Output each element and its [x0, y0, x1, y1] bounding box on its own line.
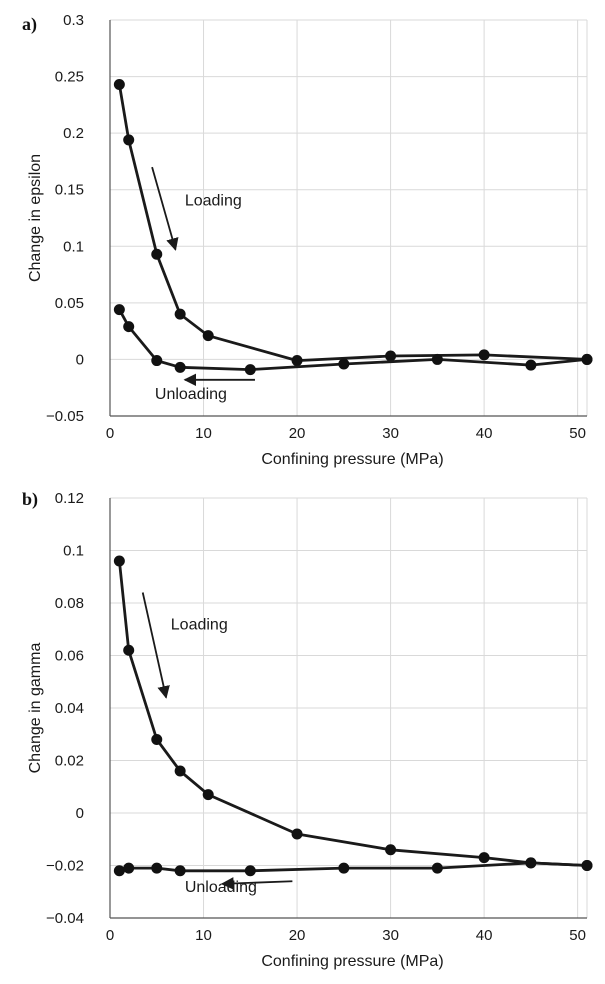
unloading-data-point: [338, 862, 350, 874]
y-tick-label: 0: [76, 805, 84, 822]
unloading-data-point: [123, 862, 135, 874]
loading-data-point: [385, 350, 397, 362]
unloading-data-point: [338, 358, 350, 370]
y-tick-label: −0.04: [46, 910, 84, 927]
y-tick-label: 0.04: [55, 700, 84, 717]
x-tick-label: 30: [382, 425, 399, 442]
loading-data-point: [113, 555, 125, 567]
loading-data-point: [174, 765, 186, 777]
x-axis-label: Confining pressure (MPa): [261, 451, 443, 468]
panel-label: b): [22, 489, 38, 510]
unloading-data-point: [581, 860, 593, 871]
loading-data-point: [202, 789, 214, 801]
unloading-data-point: [581, 353, 593, 365]
unloading-data-point: [244, 865, 256, 877]
unloading-data-point: [174, 361, 186, 373]
chart-panel-a: 0 10 20 30 40 50 −0.05 0 0.05 0.1 0.15 0.2 0.25 0.3 Co…: [22, 12, 593, 468]
x-tick-label: 40: [476, 425, 493, 442]
unloading-data-point: [244, 364, 256, 376]
y-axis-label: Change in gamma: [27, 643, 44, 774]
x-axis-label: Confining pressure (MPa): [261, 953, 443, 970]
loading-data-point: [151, 248, 163, 260]
unloading-data-point: [113, 865, 125, 877]
loading-data-point: [123, 134, 135, 146]
y-tick-label: 0.08: [55, 595, 84, 612]
unloading-data-point: [431, 353, 443, 365]
x-tick-label: 50: [569, 927, 586, 944]
unloading-data-point: [525, 359, 537, 371]
unloading-data-point: [123, 321, 135, 333]
unloading-annotation: Unloading: [185, 879, 257, 896]
loading-data-point: [174, 308, 186, 320]
unloading-data-point: [431, 862, 443, 874]
chart-panel-b: 0 10 20 30 40 50 −0.04 −0.02 0 0.02 0.04 0.06 0.08 0.…: [22, 489, 593, 970]
y-tick-label: 0.25: [55, 69, 84, 86]
y-tick-label: 0.12: [55, 490, 84, 507]
y-tick-label: 0.2: [63, 125, 84, 142]
unloading-data-point: [151, 355, 163, 367]
loading-data-point: [478, 349, 490, 361]
y-tick-label: 0.1: [63, 543, 84, 560]
x-tick-label: 0: [106, 425, 114, 442]
x-tick-label: 50: [569, 425, 586, 442]
x-tick-label: 0: [106, 927, 114, 944]
loading-annotation: Loading: [171, 616, 228, 633]
loading-data-point: [291, 355, 303, 367]
loading-series-line: [118, 84, 588, 363]
loading-arrow: [141, 592, 170, 699]
unloading-annotation: Unloading: [155, 386, 227, 403]
x-tick-label: 10: [195, 927, 212, 944]
x-tick-label: 30: [382, 927, 399, 944]
y-tick-label: −0.02: [46, 858, 84, 875]
x-tick-label: 40: [476, 927, 493, 944]
loading-data-point: [151, 734, 163, 745]
loading-annotation: Loading: [185, 193, 242, 210]
y-tick-label: 0: [76, 351, 84, 368]
y-axis-label: Change in epsilon: [27, 154, 44, 282]
unloading-series-line: [118, 308, 588, 372]
loading-arrow: [151, 166, 179, 251]
y-tick-label: 0.05: [55, 295, 84, 312]
unloading-series-line: [119, 861, 588, 873]
unloading-arrow: [220, 877, 293, 890]
x-tick-label: 10: [195, 425, 212, 442]
y-tick-label: 0.3: [63, 12, 84, 29]
x-tick-label: 20: [289, 927, 306, 944]
unloading-data-point: [151, 862, 163, 874]
y-tick-label: 0.06: [55, 648, 84, 665]
loading-data-point: [113, 78, 125, 90]
unloading-data-point: [174, 865, 186, 877]
loading-data-point: [478, 852, 490, 864]
loading-data-point: [123, 644, 135, 656]
loading-data-point: [202, 330, 214, 342]
unloading-data-point: [525, 857, 537, 869]
loading-data-point: [385, 844, 397, 856]
y-tick-label: 0.15: [55, 182, 84, 199]
loading-series-line: [118, 560, 588, 867]
y-tick-label: 0.1: [63, 238, 84, 255]
y-tick-label: 0.02: [55, 753, 84, 770]
x-tick-label: 20: [289, 425, 306, 442]
y-tick-label: −0.05: [46, 408, 84, 425]
loading-data-point: [291, 828, 303, 840]
unloading-data-point: [113, 304, 125, 316]
panel-label: a): [22, 14, 37, 35]
